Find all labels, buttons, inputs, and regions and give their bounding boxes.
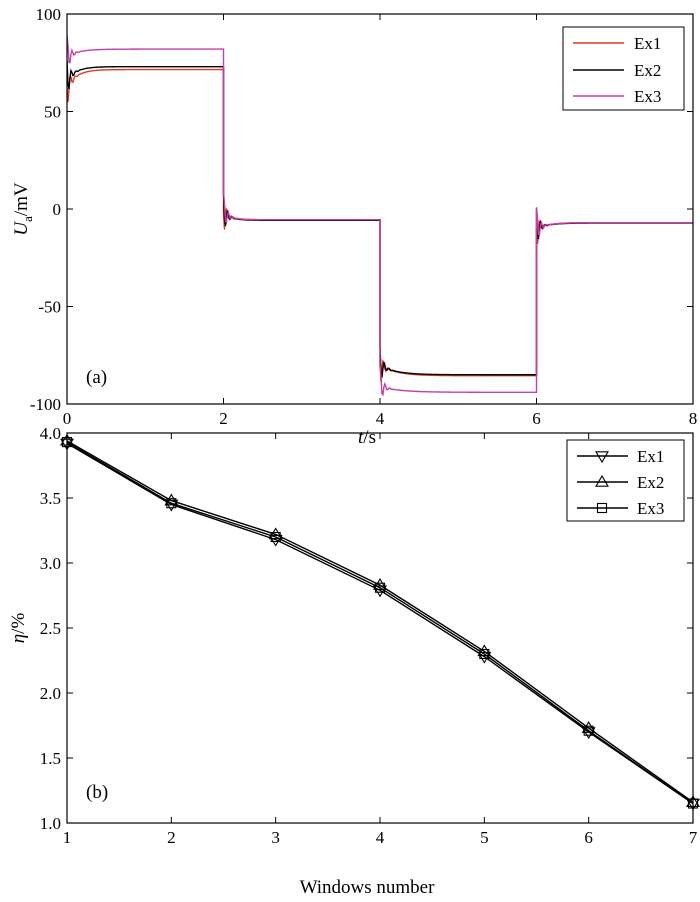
chart-b-y-tick-label: 3.5 xyxy=(40,489,61,508)
chart-b-x-tick-label: 3 xyxy=(271,828,280,847)
chart-b-y-tick-label: 1.5 xyxy=(40,749,61,768)
chart-b-legend: Ex1 Ex2 Ex3 xyxy=(566,439,685,522)
chart-a-x-tick-label: 0 xyxy=(63,409,72,428)
chart-a-legend-label-ex2: Ex2 xyxy=(634,61,661,80)
chart-b-y-tick-label: 2.5 xyxy=(40,619,61,638)
chart-a-ticks: 0 2 4 6 8 -100 -50 0 50 100 xyxy=(30,5,697,428)
chart-b-point-ex3 xyxy=(374,582,386,593)
chart-a-y-axis-title: Ua/mV xyxy=(11,182,35,236)
chart-a-legend: Ex1 Ex2 Ex3 xyxy=(562,26,685,111)
chart-b-y-axis-title: η/% xyxy=(8,613,29,644)
chart-b-y-tick-label: 2.0 xyxy=(40,684,61,703)
chart-a-x-tick-label: 8 xyxy=(689,409,698,428)
chart-b-y-tick-label: 1.0 xyxy=(40,814,61,833)
chart-b-legend-label-ex1: Ex1 xyxy=(637,447,664,466)
chart-b-legend-marker-ex2 xyxy=(595,474,609,487)
chart-b-point-ex3 xyxy=(583,725,594,736)
chart-b-ticks: 1 2 3 4 5 6 7 1.0 1.5 2.0 2.5 3.0 3.5 4.0 xyxy=(40,424,698,847)
chart-b-y-tick-label: 4.0 xyxy=(40,424,61,443)
chart-b-x-axis-title: Windows number xyxy=(300,877,436,898)
chart-b-legend-label-ex3: Ex3 xyxy=(637,499,664,518)
chart-b-point-ex3 xyxy=(270,531,281,543)
chart-a: 0 2 4 6 8 -100 -50 0 50 100 (a) t/s Ua/mV Ex1 Ex2… xyxy=(11,5,697,448)
chart-a-x-axis-title: t/s xyxy=(358,427,376,448)
chart-b-panel-label: (b) xyxy=(86,782,108,803)
chart-b-point-ex2 xyxy=(164,493,179,506)
chart-b: 1 2 3 4 5 6 7 1.0 1.5 2.0 2.5 3.0 3.5 4.0 (b) Windows… xyxy=(8,424,700,898)
chart-b-point-ex1 xyxy=(477,651,492,664)
chart-b-x-tick-label: 6 xyxy=(584,828,593,847)
chart-b-point-ex3 xyxy=(166,498,177,509)
chart-b-x-tick-label: 7 xyxy=(689,828,698,847)
chart-a-legend-box xyxy=(562,26,685,111)
chart-b-series-layer xyxy=(60,433,700,811)
chart-b-x-tick-label: 4 xyxy=(376,828,385,847)
chart-b-legend-box xyxy=(566,439,685,522)
chart-a-legend-label-ex3: Ex3 xyxy=(634,87,661,106)
chart-b-legend-label-ex2: Ex2 xyxy=(637,473,664,492)
chart-b-point-ex1 xyxy=(268,534,283,547)
chart-a-panel-label: (a) xyxy=(86,367,107,388)
chart-a-legend-label-ex1: Ex1 xyxy=(634,34,661,53)
chart-b-point-ex2 xyxy=(373,578,387,590)
chart-a-x-tick-label: 6 xyxy=(532,409,541,428)
chart-b-point-ex3 xyxy=(479,648,490,660)
chart-a-y-tick-label: 50 xyxy=(44,103,61,122)
chart-b-y-tick-label: 3.0 xyxy=(40,554,61,573)
chart-a-y-tick-label: 0 xyxy=(53,200,62,219)
chart-b-x-tick-label: 5 xyxy=(480,828,489,847)
chart-b-point-ex1 xyxy=(581,727,596,740)
chart-a-y-tick-label: 100 xyxy=(36,5,62,24)
chart-b-series-ex3-line xyxy=(66,441,694,805)
chart-a-series-layer xyxy=(67,35,693,397)
chart-b-point-ex2 xyxy=(477,644,492,657)
chart-a-series-ex3 xyxy=(67,35,693,397)
chart-b-point-ex2 xyxy=(581,721,596,733)
chart-b-x-tick-label: 1 xyxy=(63,828,72,847)
chart-b-legend-marker-ex3 xyxy=(596,502,608,514)
chart-a-x-tick-label: 4 xyxy=(376,409,385,428)
chart-a-x-tick-label: 2 xyxy=(219,409,228,428)
chart-b-legend-marker-ex1 xyxy=(595,451,609,464)
chart-b-point-ex1 xyxy=(164,499,179,512)
chart-b-x-tick-label: 2 xyxy=(167,828,176,847)
chart-b-point-ex1 xyxy=(373,585,387,598)
chart-b-point-ex2 xyxy=(268,527,283,540)
chart-a-y-tick-label: -100 xyxy=(30,395,61,414)
chart-a-y-tick-label: -50 xyxy=(38,298,61,317)
